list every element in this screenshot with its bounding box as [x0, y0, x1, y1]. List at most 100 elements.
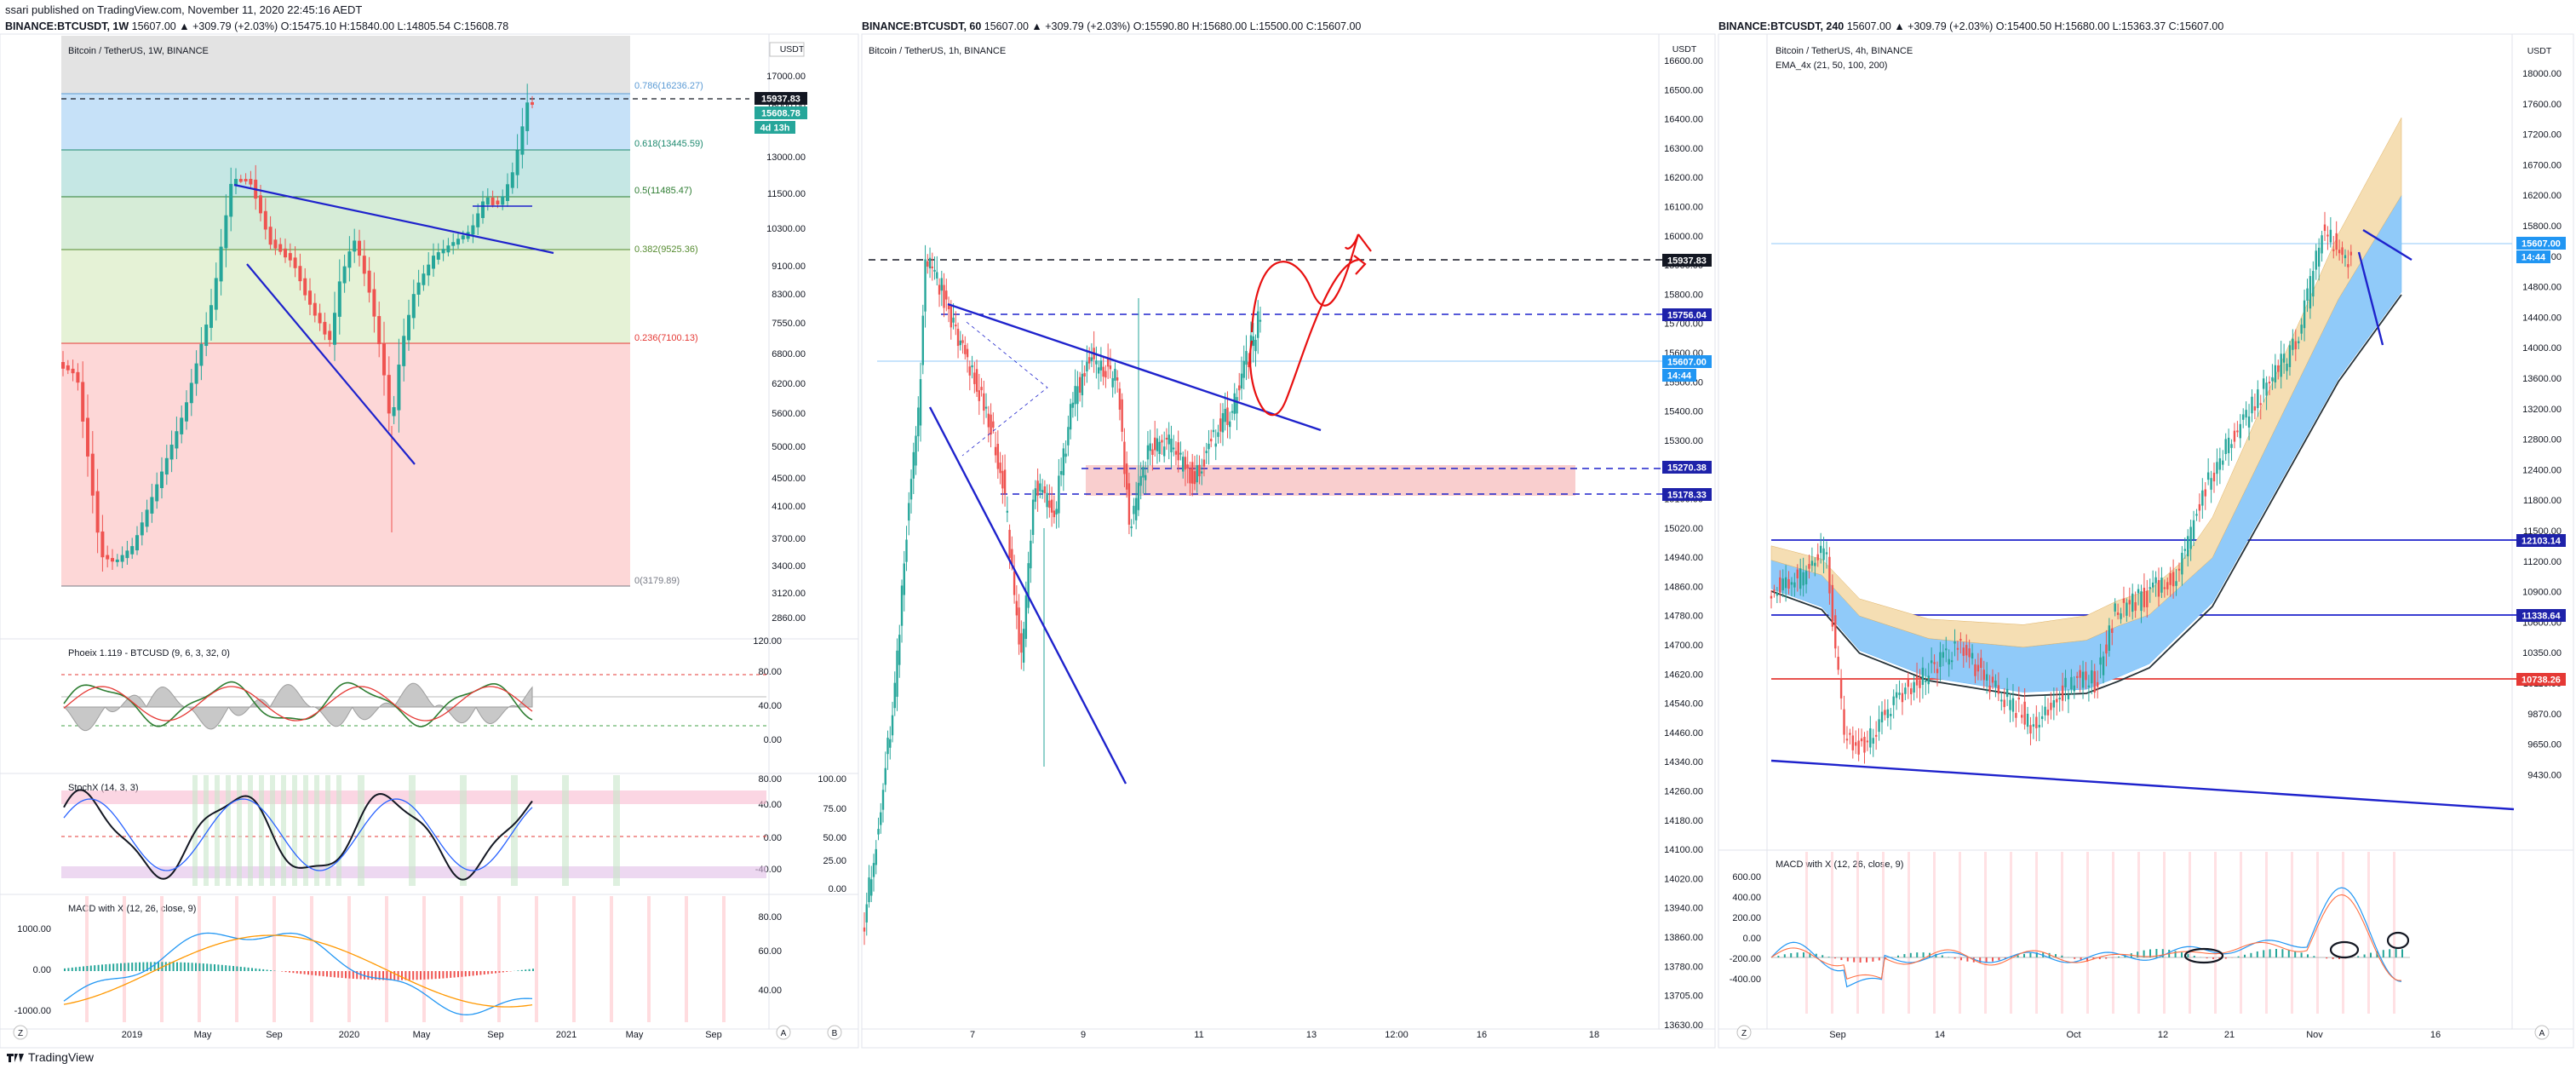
price-tick: 14340.00 — [1664, 757, 1703, 767]
price-tick: 11200.00 — [2523, 557, 2562, 567]
macd-highlight — [2035, 852, 2038, 1014]
macd-hist — [1903, 954, 1906, 957]
fib-zone — [61, 343, 630, 586]
price-badge-bg — [754, 106, 807, 119]
candle-body — [2052, 700, 2056, 708]
macd-hist — [1966, 957, 1969, 962]
candle-body — [1151, 449, 1154, 456]
candle-body — [407, 314, 410, 341]
candle-body — [1022, 629, 1025, 663]
candle-body — [1901, 693, 1904, 703]
candle-body — [2338, 250, 2341, 254]
ind3-highlight — [310, 896, 313, 1022]
macd-hist — [2149, 949, 2151, 957]
macd-signal — [1770, 894, 2402, 981]
price-badge-bg — [2516, 673, 2566, 686]
macd-hist — [139, 962, 141, 971]
candle-body — [2009, 699, 2011, 710]
candle-body — [2326, 234, 2329, 237]
auto-scale-button — [776, 1025, 791, 1040]
candle-body — [318, 313, 322, 324]
candle-body — [1018, 607, 1020, 645]
candle-body — [525, 102, 530, 131]
candle-body — [936, 272, 938, 279]
candle-body — [955, 325, 957, 327]
ind3-highlight — [722, 896, 726, 1022]
candle-body — [451, 242, 456, 246]
ind-tick: 200.00 — [1732, 913, 1761, 923]
candle-body — [446, 245, 450, 253]
ind3-highlight — [685, 896, 688, 1022]
candle-body — [1095, 360, 1098, 365]
ind2-tick-right: 25.00 — [823, 856, 846, 866]
candle-body — [2026, 713, 2029, 727]
ind2-highlight — [460, 775, 467, 886]
candle-body — [1015, 601, 1018, 616]
macd-highlight — [2214, 852, 2217, 1014]
candle-body — [441, 249, 445, 254]
macd-hist — [2389, 949, 2391, 957]
macd-hist — [1822, 955, 1824, 957]
price-badge: 14:44 — [1667, 371, 1692, 382]
candle-body — [323, 321, 327, 335]
candle-body — [1123, 441, 1126, 474]
macd-hist — [322, 971, 324, 977]
candle-body — [1231, 411, 1234, 413]
price-tick: 3400.00 — [772, 561, 806, 572]
price-badge: 15178.33 — [1667, 491, 1707, 501]
macd-highlight — [1805, 852, 1808, 1014]
candle-body — [2335, 233, 2338, 250]
price-tick: 14620.00 — [1664, 670, 1703, 680]
ind1-tick: 120.00 — [753, 636, 782, 647]
ind-tick: 0.00 — [1743, 934, 1761, 944]
currency-label: USDT — [1672, 44, 1697, 55]
candle-body — [2021, 715, 2023, 718]
zoom-button — [13, 1025, 28, 1040]
macd-hist — [206, 963, 209, 971]
macd-hist — [172, 962, 175, 971]
candle-body — [2315, 250, 2317, 270]
panel1: 0.786(16236.27) 0.618(13445.59) 0.5(11485.… — [0, 33, 859, 1049]
candle-body — [983, 393, 985, 411]
candle-body — [1153, 437, 1156, 451]
candle-body — [1186, 464, 1189, 469]
panel2: Bitcoin / TetherUS, 1h, BINANCE 16600.00 1… — [861, 33, 1716, 1049]
candle-body — [2143, 588, 2146, 607]
candle-body — [476, 213, 480, 227]
macd-hist — [337, 971, 340, 978]
macd-hist — [2275, 949, 2277, 957]
time-tick: 18 — [1589, 1030, 1599, 1040]
candle-body — [2175, 581, 2177, 586]
candle-body — [2286, 363, 2288, 371]
price-badge-bg — [1662, 355, 1712, 368]
candle-body — [2122, 598, 2126, 603]
ind3-highlight — [385, 896, 388, 1022]
price-tick: 16100.00 — [1664, 203, 1703, 213]
candle-body — [1781, 578, 1784, 591]
macd-hist — [64, 968, 66, 971]
publish-header: ssari published on TradingView.com, Nove… — [5, 3, 362, 16]
ind2-tick-right: 75.00 — [823, 804, 846, 814]
candle-body — [481, 201, 485, 218]
macd-hist — [303, 971, 306, 974]
macd-hist — [2092, 957, 2095, 959]
ind3-tick-right: 60.00 — [758, 946, 782, 957]
ind2-highlight — [409, 775, 416, 886]
macd-hist — [2212, 957, 2214, 959]
candle-body — [1950, 660, 1954, 663]
candle-body — [2160, 578, 2163, 593]
candle-body — [2312, 271, 2315, 297]
macd-hist — [244, 967, 246, 971]
ind1-line-red — [63, 686, 533, 721]
macd-hist — [2401, 949, 2403, 957]
candle-body — [973, 372, 976, 384]
ind2-highlight — [303, 775, 308, 886]
candle-body — [1099, 360, 1103, 371]
price-tick: 13860.00 — [1664, 933, 1703, 943]
macd-hist — [127, 963, 129, 971]
candle-body — [2015, 713, 2017, 718]
price-badge: 15608.78 — [761, 109, 800, 119]
price-tick: 12400.00 — [2522, 465, 2562, 475]
zoom-label: Z — [1741, 1029, 1747, 1038]
